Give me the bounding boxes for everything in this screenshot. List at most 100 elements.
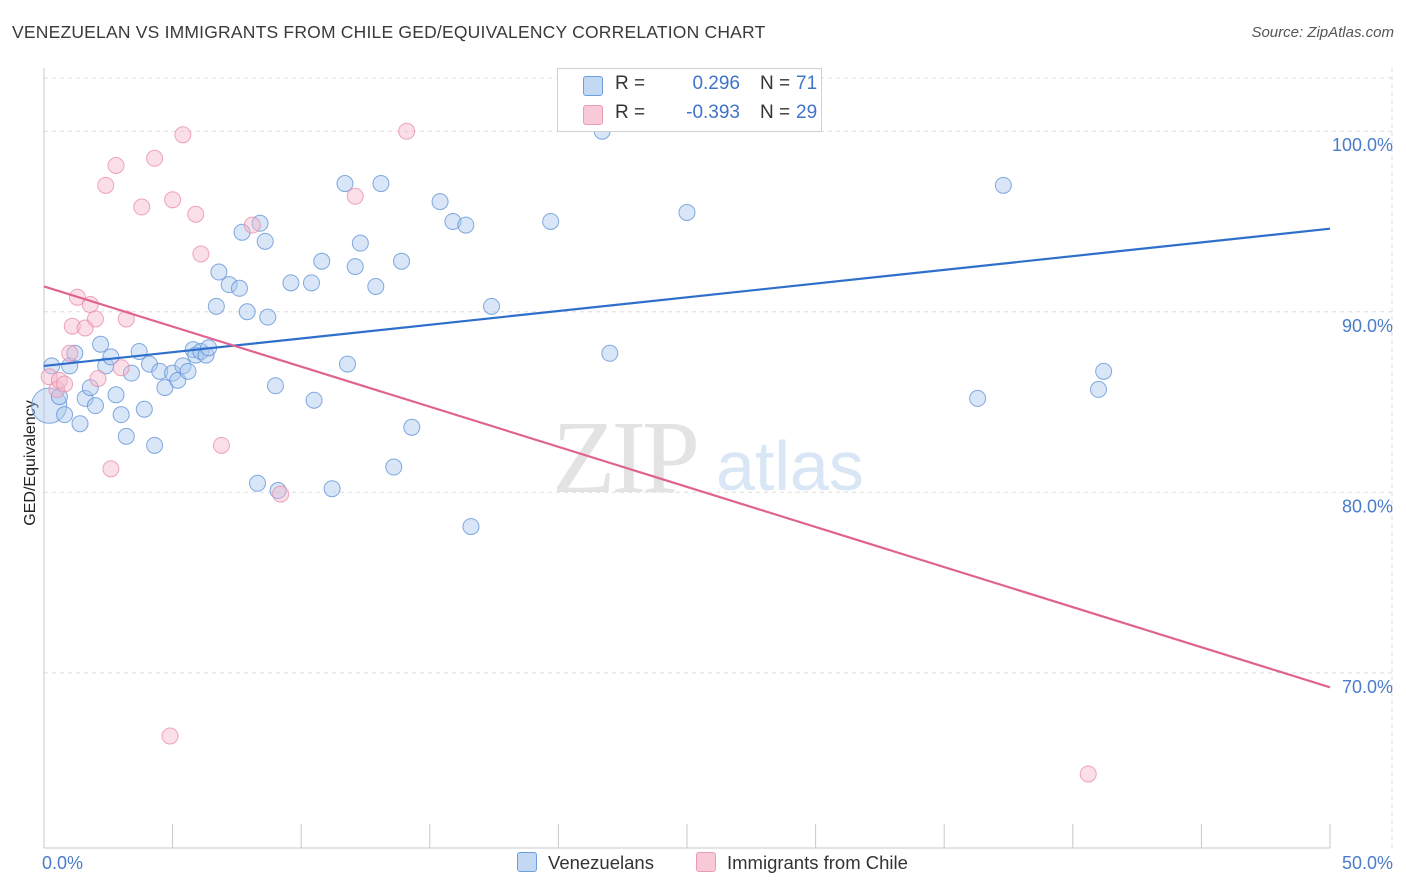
chile-point	[97, 176, 115, 194]
chile-point	[192, 245, 210, 263]
chile-point	[272, 485, 290, 503]
venezuelan-point	[302, 274, 320, 292]
legend-n-value: 29	[796, 102, 818, 123]
venezuelan-point	[403, 418, 421, 436]
venezuelan-point	[393, 252, 411, 270]
chile-point	[161, 727, 179, 745]
chile-point	[86, 310, 104, 328]
venezuelan-point	[266, 377, 284, 395]
venezuelan-point	[601, 344, 619, 362]
series-legend-venezuelans: Venezuelans	[517, 852, 654, 874]
source-credit: Source: ZipAtlas.com	[1251, 24, 1394, 41]
venezuelan-point	[107, 386, 125, 404]
venezuelan-point	[457, 216, 475, 234]
chile-point	[146, 149, 164, 167]
venezuelan-point	[238, 303, 256, 321]
venezuelan-point	[431, 193, 449, 211]
venezuelan-point	[483, 297, 501, 315]
chart-title: VENEZUELAN VS IMMIGRANTS FROM CHILE GED/…	[12, 22, 766, 42]
venezuelan-point	[117, 427, 135, 445]
venezuelan-point	[323, 480, 341, 498]
legend-n-key: N =	[760, 102, 791, 123]
venezuelan-point	[351, 234, 369, 252]
chile-point	[112, 359, 130, 377]
venezuelan-point	[367, 277, 385, 295]
y-tick-label: 100.0%	[1332, 135, 1393, 155]
trend-lines	[43, 227, 1331, 689]
venezuelan-trend-line	[43, 227, 1331, 368]
legend-swatch-blue	[583, 76, 603, 96]
venezuelan-point	[282, 274, 300, 292]
legend-n-value: 71	[796, 73, 818, 94]
venezuelan-point	[156, 379, 174, 397]
chile-point	[89, 370, 107, 388]
venezuelan-point	[71, 415, 89, 433]
chile-trend-line	[43, 285, 1331, 689]
x-tick-label: 50.0%	[1342, 853, 1393, 873]
venezuelan-point	[385, 458, 403, 476]
legend-r-value: -0.393	[686, 102, 740, 123]
venezuelan-point	[86, 397, 104, 415]
venezuelan-point	[220, 276, 238, 294]
tick-labels: 100.0% 90.0% 80.0% 70.0% 0.0% 50.0%	[42, 135, 1393, 873]
series-legend-label: Immigrants from Chile	[727, 852, 908, 873]
watermark-zip: ZIP	[552, 400, 696, 515]
chile-point	[133, 198, 151, 216]
venezuelan-point	[372, 175, 390, 193]
y-tick-label: 80.0%	[1342, 496, 1393, 516]
watermark: ZIP atlas	[552, 400, 864, 515]
venezuelan-point	[1095, 362, 1113, 380]
venezuelan-point	[210, 263, 228, 281]
venezuelan-point	[336, 175, 354, 193]
chile-point	[61, 344, 79, 362]
chile-point	[1079, 765, 1097, 783]
venezuelan-point	[1090, 380, 1108, 398]
venezuelan-point	[462, 518, 480, 536]
legend-r-key: R =	[615, 73, 646, 94]
y-tick-label: 90.0%	[1342, 316, 1393, 336]
chile-point	[40, 368, 58, 386]
venezuelan-point	[230, 279, 248, 297]
x-tick-label: 0.0%	[42, 853, 83, 873]
chile-point	[346, 187, 364, 205]
venezuelan-point	[346, 258, 364, 276]
venezuelan-point	[259, 308, 277, 326]
venezuelan-point	[135, 400, 153, 418]
venezuelan-point	[305, 391, 323, 409]
venezuelan-point	[542, 212, 560, 230]
chile-point	[102, 460, 120, 478]
chile-point	[117, 310, 135, 328]
chile-point	[243, 216, 261, 234]
legend-n-key: N =	[760, 73, 791, 94]
series-swatch-blue	[517, 852, 537, 872]
legend-swatch-pink	[583, 105, 603, 125]
chile-point	[174, 126, 192, 144]
chile-point	[398, 122, 416, 140]
venezuelan-point	[256, 232, 274, 250]
venezuelan-point	[444, 212, 462, 230]
watermark-atlas: atlas	[716, 427, 864, 505]
venezuelan-point	[338, 355, 356, 373]
legend-r-key: R =	[615, 102, 646, 123]
venezuelan-point	[179, 362, 197, 380]
venezuelan-point	[313, 252, 331, 270]
venezuelan-point	[969, 389, 987, 407]
chile-point	[164, 191, 182, 209]
correlation-legend: R = 0.296 N = 71 R = -0.393 N = 29	[557, 68, 822, 132]
series-legend-label: Venezuelans	[548, 852, 654, 873]
series-swatch-pink	[696, 852, 716, 872]
chile-point	[56, 375, 74, 393]
venezuelan-point	[146, 436, 164, 454]
venezuelan-point	[56, 406, 74, 424]
series-legend-chile: Immigrants from Chile	[696, 852, 908, 874]
venezuelan-point	[248, 474, 266, 492]
venezuelan-point	[174, 357, 192, 375]
venezuelan-point	[112, 406, 130, 424]
chile-point	[63, 317, 81, 335]
venezuelan-point	[207, 297, 225, 315]
chile-point	[187, 205, 205, 223]
venezuelan-point	[151, 362, 169, 380]
venezuelan-point	[66, 344, 84, 362]
y-tick-label: 70.0%	[1342, 677, 1393, 697]
